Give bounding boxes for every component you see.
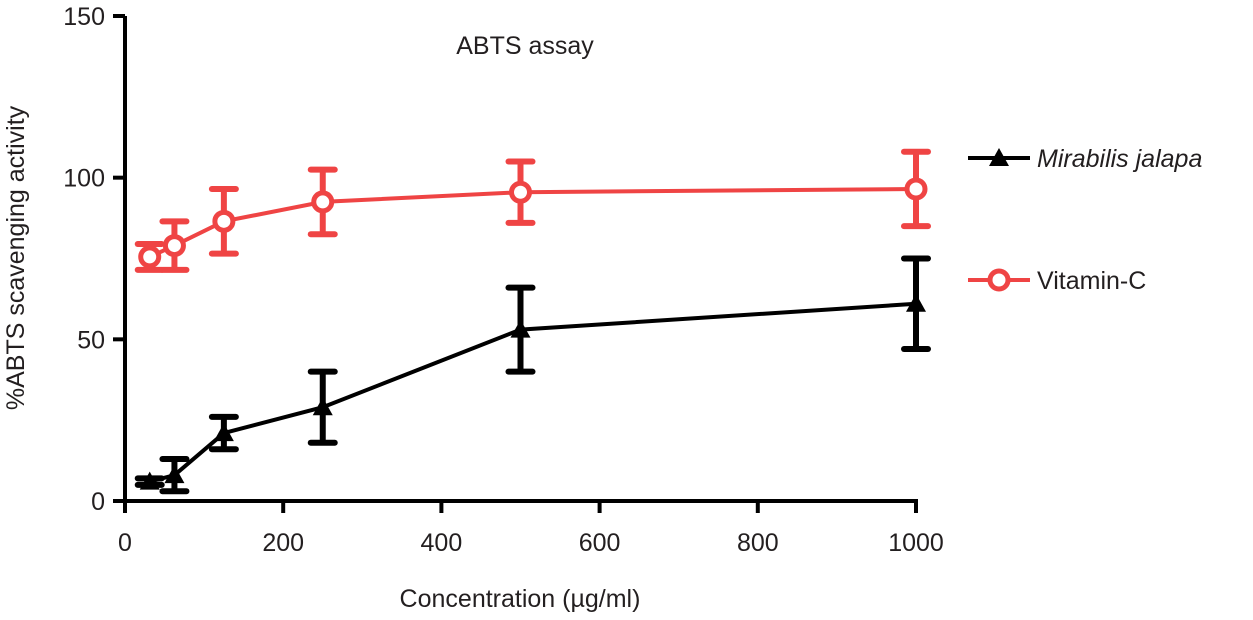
- y-axis-label: %ABTS scavenging activity: [2, 105, 30, 410]
- legend: Mirabilis jalapa Vitamin-C: [968, 145, 1202, 295]
- data-point: [509, 180, 532, 204]
- y-tick-label: 150: [63, 3, 105, 31]
- data-point: [212, 209, 236, 233]
- data-point: [510, 319, 531, 338]
- x-tick-label: 200: [262, 529, 304, 557]
- chart-title: ABTS assay: [456, 32, 594, 60]
- data-point: [311, 190, 335, 214]
- legend-label: Mirabilis jalapa: [1037, 145, 1202, 173]
- data-point: [213, 423, 234, 442]
- legend-marker: [987, 268, 1011, 292]
- x-axis-label: Concentration (µg/ml): [400, 585, 641, 613]
- series-vitamin-c: [134, 148, 931, 273]
- y-tick-label: 100: [63, 165, 105, 193]
- x-tick-label: 0: [118, 529, 132, 557]
- data-point: [906, 293, 926, 312]
- series-mirabilis-jalapa: [134, 255, 931, 495]
- series-group: [134, 148, 931, 495]
- data-point: [312, 397, 333, 416]
- x-tick-label: 800: [737, 529, 779, 557]
- y-tick-label: 50: [77, 326, 105, 354]
- legend-entry: Mirabilis jalapa: [968, 145, 1202, 173]
- data-point: [138, 245, 162, 269]
- data-point: [904, 177, 928, 201]
- y-tick-label: 0: [91, 488, 105, 516]
- x-tick-label: 400: [421, 529, 463, 557]
- axes: 0 200 400 600 800 1000 0 50 100 150: [63, 3, 944, 557]
- legend-marker: [989, 148, 1009, 166]
- data-point: [139, 471, 160, 490]
- series-line: [149, 301, 917, 484]
- legend-label: Vitamin-C: [1037, 267, 1146, 295]
- x-tick-label: 1000: [888, 529, 944, 557]
- data-point: [164, 465, 185, 484]
- legend-entry: Vitamin-C: [968, 267, 1146, 295]
- data-point: [162, 234, 186, 258]
- x-tick-label: 600: [579, 529, 621, 557]
